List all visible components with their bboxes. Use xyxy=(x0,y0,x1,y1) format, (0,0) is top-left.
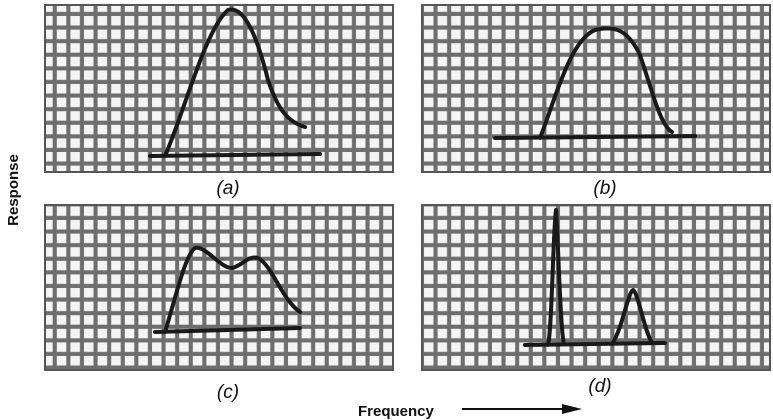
panel-c: (c) xyxy=(44,204,394,403)
response-curve xyxy=(153,245,302,334)
response-curve xyxy=(493,26,697,140)
grid-paper xyxy=(44,204,394,371)
panel-label: (b) xyxy=(593,178,616,199)
panel-b: (b) xyxy=(421,4,771,199)
x-axis-label: Frequency xyxy=(358,403,435,420)
grid-paper xyxy=(44,4,394,173)
arrow-head xyxy=(562,404,582,414)
grid-paper xyxy=(421,4,771,173)
panel-label: (c) xyxy=(217,382,239,403)
panel-a: (a) xyxy=(44,4,394,199)
y-axis-label: Response xyxy=(5,154,22,226)
panel-d: (d) xyxy=(421,204,771,397)
panel-label: (a) xyxy=(216,178,239,199)
panel-label: (d) xyxy=(588,376,611,397)
response-curve xyxy=(148,7,322,158)
response-curve xyxy=(523,208,667,347)
